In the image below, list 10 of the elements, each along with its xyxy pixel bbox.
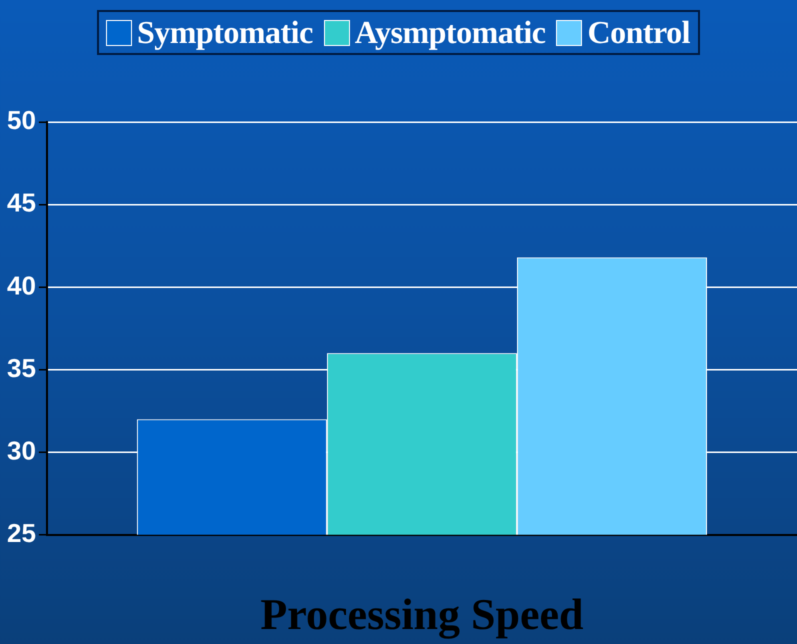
y-tick-label: 25 (7, 518, 36, 548)
legend-label: Symptomatic (136, 14, 313, 51)
y-tick-label: 35 (7, 352, 36, 383)
y-tick-label: 40 (7, 270, 36, 300)
x-axis-title: Processing Speed (260, 590, 584, 639)
legend-label: Control (587, 14, 690, 51)
y-tick-label: 30 (7, 435, 36, 466)
legend-label: Aysmptomatic (354, 14, 546, 51)
y-tick-label: 45 (7, 188, 36, 218)
y-tick-label: 50 (7, 105, 36, 136)
